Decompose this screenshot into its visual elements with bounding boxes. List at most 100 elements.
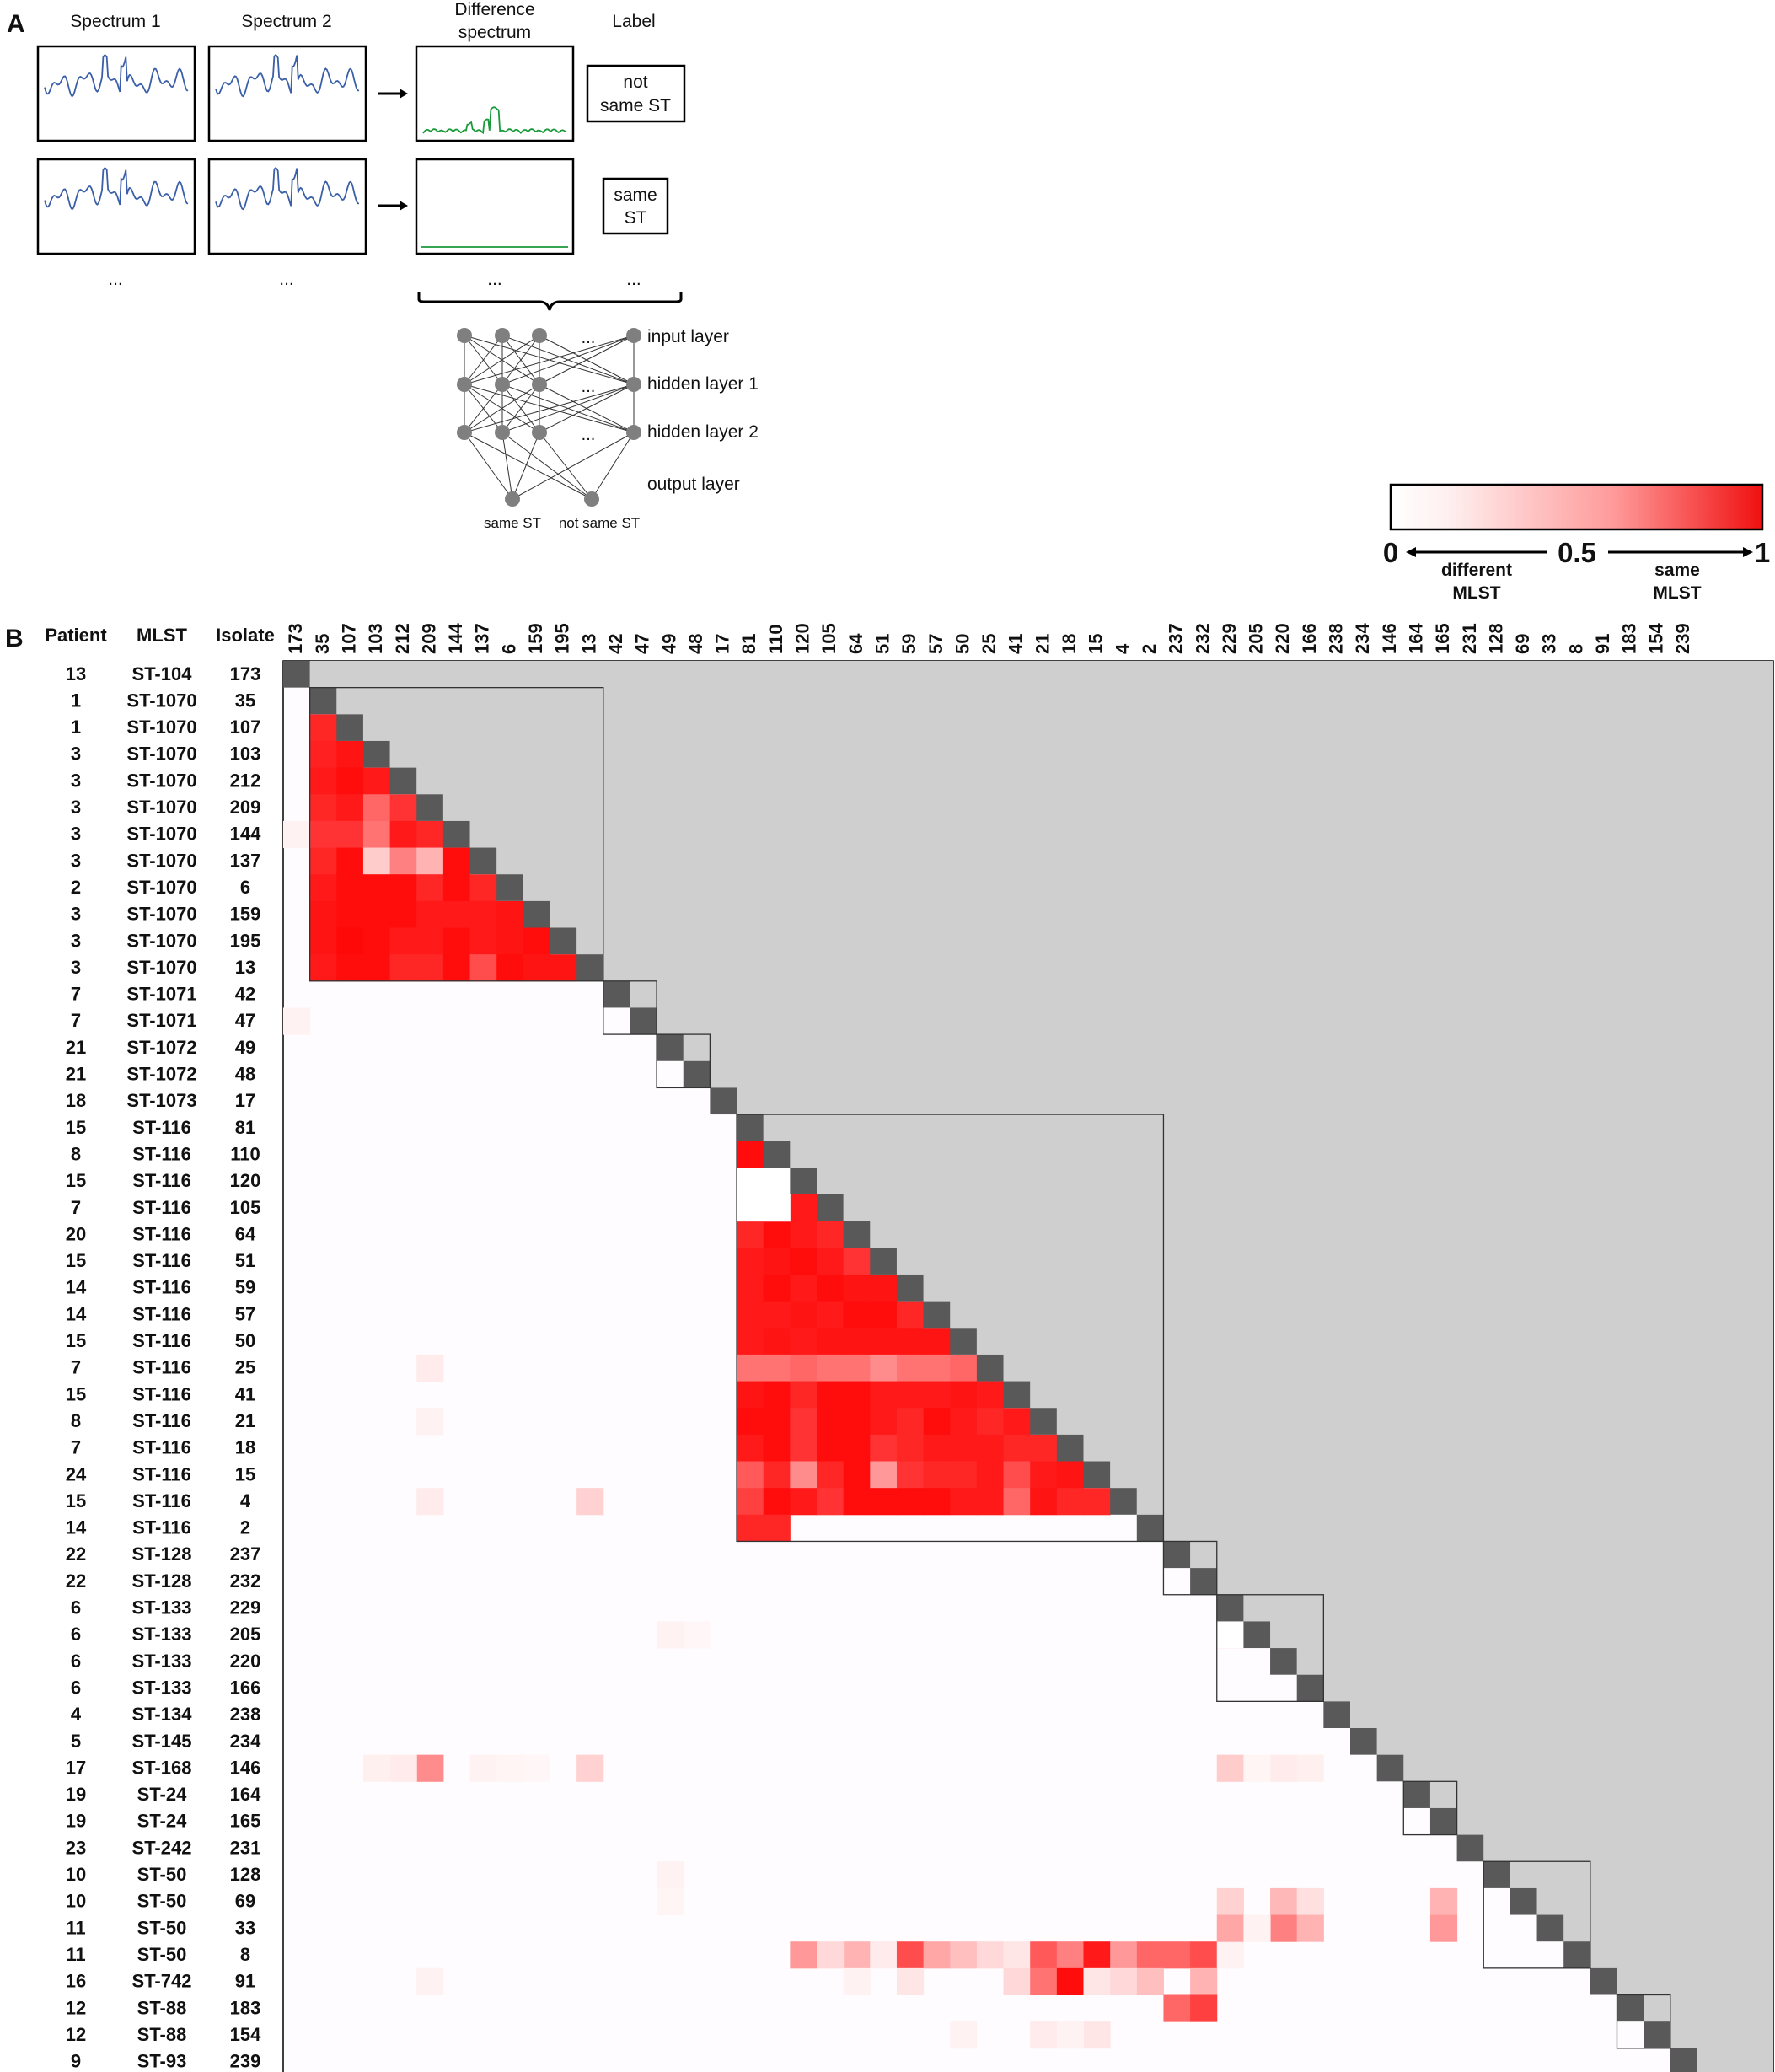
row-isolate-label: 6	[240, 877, 250, 898]
row-patient-label: 21	[66, 1064, 86, 1085]
heatmap-diagonal-cell	[389, 767, 417, 795]
heatmap-diagonal-cell	[1216, 1594, 1244, 1622]
heatmap-cell	[870, 1488, 898, 1516]
heatmap-cell	[362, 874, 391, 902]
row-patient-label: 6	[71, 1651, 81, 1672]
row-patient-label: 14	[66, 1303, 87, 1324]
heatmap-cell	[976, 1488, 1005, 1516]
heatmap-cell	[1216, 1941, 1244, 1969]
spectrum1-box-row2	[36, 158, 196, 255]
column-labels: 173 35 107 103 212 209 144 137 6 159 195 13 42 47 49 48…	[285, 623, 1693, 654]
row-patient-label: 11	[66, 1917, 85, 1938]
column-isolate-label: 166	[1299, 623, 1320, 654]
heatmap-cell	[1216, 1914, 1244, 1942]
heatmap-diagonal-cell	[1670, 2048, 1697, 2072]
row-isolate-label: 41	[235, 1383, 255, 1404]
row-patient-label: 2	[71, 877, 81, 898]
column-isolate-label: 91	[1592, 634, 1613, 654]
row-mlst-label: ST-24	[137, 1811, 187, 1832]
heatmap-cell	[362, 820, 391, 849]
heatmap-cell	[790, 1248, 818, 1275]
heatmap-cell	[1030, 1434, 1058, 1462]
row-isolate-label: 159	[230, 904, 261, 925]
heatmap-cell	[362, 900, 391, 928]
row-mlst-label: ST-116	[132, 1463, 191, 1484]
heatmap-cell	[870, 1941, 898, 1969]
heatmap-diagonal-cell	[1483, 1861, 1510, 1888]
column-isolate-label: 212	[392, 623, 413, 654]
column-isolate-label: 51	[871, 634, 893, 654]
heatmap-cell	[790, 1381, 818, 1409]
column-isolate-label: 239	[1672, 623, 1693, 654]
row-isolate-label: 232	[230, 1570, 261, 1592]
heatmap-cell	[309, 847, 337, 875]
nn-node	[457, 328, 472, 343]
heatmap-cell	[496, 900, 524, 928]
label-not-same-line2: same ST	[600, 96, 671, 115]
row-patient-label: 10	[66, 1864, 86, 1885]
label-same-line2: ST	[625, 208, 647, 228]
row-isolate-label: 35	[235, 690, 255, 711]
column-isolate-label: 25	[979, 634, 1000, 654]
heatmap-diagonal-cell	[1403, 1781, 1430, 1808]
heatmap-cell	[763, 1408, 791, 1436]
heatmap-cell	[1190, 1941, 1218, 1969]
heatmap-cell	[1270, 1887, 1298, 1916]
row-isolate-label: 238	[230, 1704, 261, 1725]
group-outline	[1616, 1994, 1671, 2049]
heatmap-cell	[309, 874, 337, 902]
column-isolate-label: 144	[445, 623, 466, 654]
heatmap-diagonal-cell	[362, 740, 390, 768]
spectrum1-box-row1	[36, 45, 196, 142]
heatmap-diagonal-cell	[976, 1354, 1004, 1382]
row-patient-label: 23	[66, 1837, 86, 1858]
spectrum2-box-row1	[207, 45, 367, 142]
heatmap	[282, 660, 1774, 2072]
heatmap-cell	[976, 1408, 1005, 1436]
column-isolate-label: 183	[1619, 623, 1640, 654]
row-isolate-label: 120	[230, 1170, 261, 1191]
heatmap-cell	[389, 900, 417, 928]
heatmap-cell	[389, 1754, 417, 1782]
heatmap-diagonal-cell	[1617, 1994, 1644, 2022]
row-isolate-label: 8	[240, 1944, 250, 1965]
heatmap-cell	[950, 1461, 978, 1489]
heatmap-diagonal-cell	[283, 661, 310, 688]
column-isolate-label: 4	[1112, 643, 1133, 654]
heatmap-diagonal-cell	[523, 900, 550, 928]
heatmap-cell	[817, 1221, 845, 1248]
heatmap-cell	[362, 767, 391, 795]
row-isolate-label: 110	[230, 1143, 260, 1164]
heatmap-cell	[576, 1754, 604, 1782]
heatmap-cell	[817, 1434, 845, 1462]
row-patient-label: 18	[66, 1090, 86, 1111]
column-isolate-label: 21	[1032, 634, 1053, 654]
column-isolate-label: 165	[1432, 623, 1453, 654]
row-isolate-label: 42	[235, 984, 255, 1005]
heatmap-cell	[763, 1301, 791, 1329]
row-isolate-label: 49	[235, 1037, 255, 1058]
column-isolate-label: 154	[1645, 623, 1666, 654]
nn-node	[626, 328, 641, 343]
heatmap-diagonal-cell	[763, 1141, 791, 1168]
row-patient-label: 6	[71, 1624, 81, 1645]
heatmap-cell	[896, 1967, 925, 1995]
heatmap-cell	[737, 1354, 764, 1382]
row-isolate-label: 195	[230, 930, 261, 951]
heatmap-cell	[843, 1381, 871, 1409]
row-mlst-label: ST-116	[132, 1250, 191, 1271]
heatmap-cell	[1190, 1994, 1218, 2022]
heatmap-cell	[790, 1434, 818, 1462]
row-mlst-label: ST-104	[132, 663, 193, 684]
heatmap-cell	[737, 1248, 764, 1275]
row-mlst-label: ST-24	[137, 1784, 187, 1805]
spectrum1-title: Spectrum 1	[70, 12, 160, 31]
heatmap-diagonal-cell	[1563, 1941, 1590, 1968]
row-mlst-label: ST-116	[132, 1277, 191, 1298]
row-patient-label: 24	[66, 1463, 87, 1484]
row-isolate-label: 57	[235, 1303, 255, 1324]
heatmap-cell	[576, 1488, 604, 1516]
heatmap-cell	[763, 1514, 791, 1542]
heatmap-cell	[843, 1248, 871, 1275]
row-patient-label: 19	[66, 1811, 86, 1832]
